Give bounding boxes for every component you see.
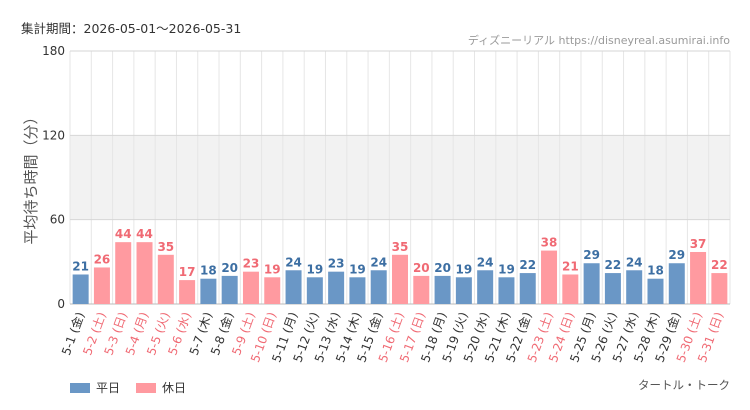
- y-tick-label: 60: [50, 213, 65, 227]
- bar-value-label: 20: [434, 261, 451, 275]
- bar: [477, 270, 494, 304]
- bar-value-label: 24: [285, 255, 302, 269]
- bar: [157, 254, 174, 304]
- bar: [668, 263, 685, 304]
- y-axis: 0 60 120 180: [42, 44, 65, 311]
- bar-value-label: 21: [72, 259, 89, 273]
- bar-value-label: 22: [605, 258, 622, 272]
- bar: [562, 274, 579, 304]
- bars: [72, 242, 728, 304]
- band-layer: [70, 135, 730, 220]
- bar: [221, 275, 238, 304]
- bar: [72, 274, 89, 304]
- bar-value-label: 21: [562, 259, 579, 273]
- bar: [115, 242, 132, 304]
- bar-value-label: 29: [583, 248, 600, 262]
- bar-value-label: 19: [264, 262, 281, 276]
- bar-value-label: 44: [136, 227, 153, 241]
- bar: [242, 271, 259, 304]
- bar-value-label: 24: [477, 255, 494, 269]
- x-tick-labels: 5-1 (金)5-2 (土)5-3 (日)5-4 (月)5-5 (火)5-6 (…: [58, 310, 726, 364]
- bar: [604, 273, 621, 304]
- legend-label-weekday: 平日: [96, 381, 121, 395]
- bar-value-label: 22: [711, 258, 728, 272]
- bar-value-label: 18: [200, 264, 217, 278]
- bar: [392, 254, 408, 304]
- y-tick-label: 120: [42, 128, 65, 142]
- bar: [136, 242, 153, 304]
- value-labels: 21 26 44 44 35 17 18 20 23 19 24 19 23 19 24 35 20 20 19 24…: [72, 227, 727, 279]
- y-tick-label: 180: [42, 44, 65, 58]
- bar-value-label: 44: [115, 227, 132, 241]
- legend-swatch-weekday: [70, 382, 90, 393]
- bar: [285, 270, 302, 304]
- bar-value-label: 22: [519, 258, 536, 272]
- y-axis-title: 平均待ち時間（分）: [22, 109, 40, 244]
- bar-value-label: 23: [243, 257, 260, 271]
- bar-value-label: 35: [392, 240, 409, 254]
- bar-value-label: 37: [690, 237, 707, 251]
- bar-value-label: 20: [221, 261, 238, 275]
- bar: [626, 270, 643, 304]
- bar: [306, 277, 323, 304]
- bar: [541, 250, 558, 304]
- site-credit: ディズニーリアル https://disneyreal.asumirai.inf…: [467, 34, 730, 47]
- bar: [519, 273, 536, 304]
- bar-value-label: 18: [647, 264, 664, 278]
- bar-value-label: 19: [498, 262, 515, 276]
- bar: [690, 251, 707, 304]
- bar-value-label: 19: [456, 262, 473, 276]
- bar-value-label: 26: [94, 252, 111, 266]
- bar: [264, 277, 281, 304]
- source-label: タートル・トーク: [638, 378, 730, 392]
- bar-value-label: 19: [306, 262, 323, 276]
- legend-label-holiday: 休日: [162, 381, 187, 395]
- gridlines: [69, 50, 731, 305]
- legend-item-holiday: 休日: [136, 379, 186, 396]
- bar: [179, 280, 196, 304]
- bar: [349, 277, 366, 304]
- bar-value-label: 24: [370, 255, 387, 269]
- bar: [370, 270, 387, 304]
- bar: [647, 278, 664, 304]
- bar: [455, 277, 472, 304]
- bar: [711, 273, 728, 304]
- bar-value-label: 38: [541, 236, 558, 250]
- bar: [328, 271, 345, 304]
- bar-value-label: 17: [179, 265, 196, 279]
- bar-value-label: 35: [157, 240, 174, 254]
- bar-value-label: 23: [328, 257, 345, 271]
- bar-value-label: 29: [668, 248, 685, 262]
- bar-value-label: 19: [349, 262, 366, 276]
- bar: [583, 263, 600, 304]
- bar: [498, 277, 515, 304]
- bar-value-label: 20: [413, 261, 430, 275]
- shaded-band: [70, 135, 730, 220]
- legend: 平日 休日: [70, 379, 186, 396]
- bar-value-label: 24: [626, 255, 643, 269]
- period-label: 集計期間：2026-05-01～2026-05-31: [21, 21, 242, 36]
- legend-swatch-holiday: [136, 382, 157, 393]
- bar: [413, 275, 430, 304]
- legend-item-weekday: 平日: [70, 379, 120, 396]
- bar: [93, 267, 110, 304]
- bar: [434, 275, 451, 304]
- y-tick-label: 0: [57, 297, 65, 311]
- bar: [200, 278, 217, 304]
